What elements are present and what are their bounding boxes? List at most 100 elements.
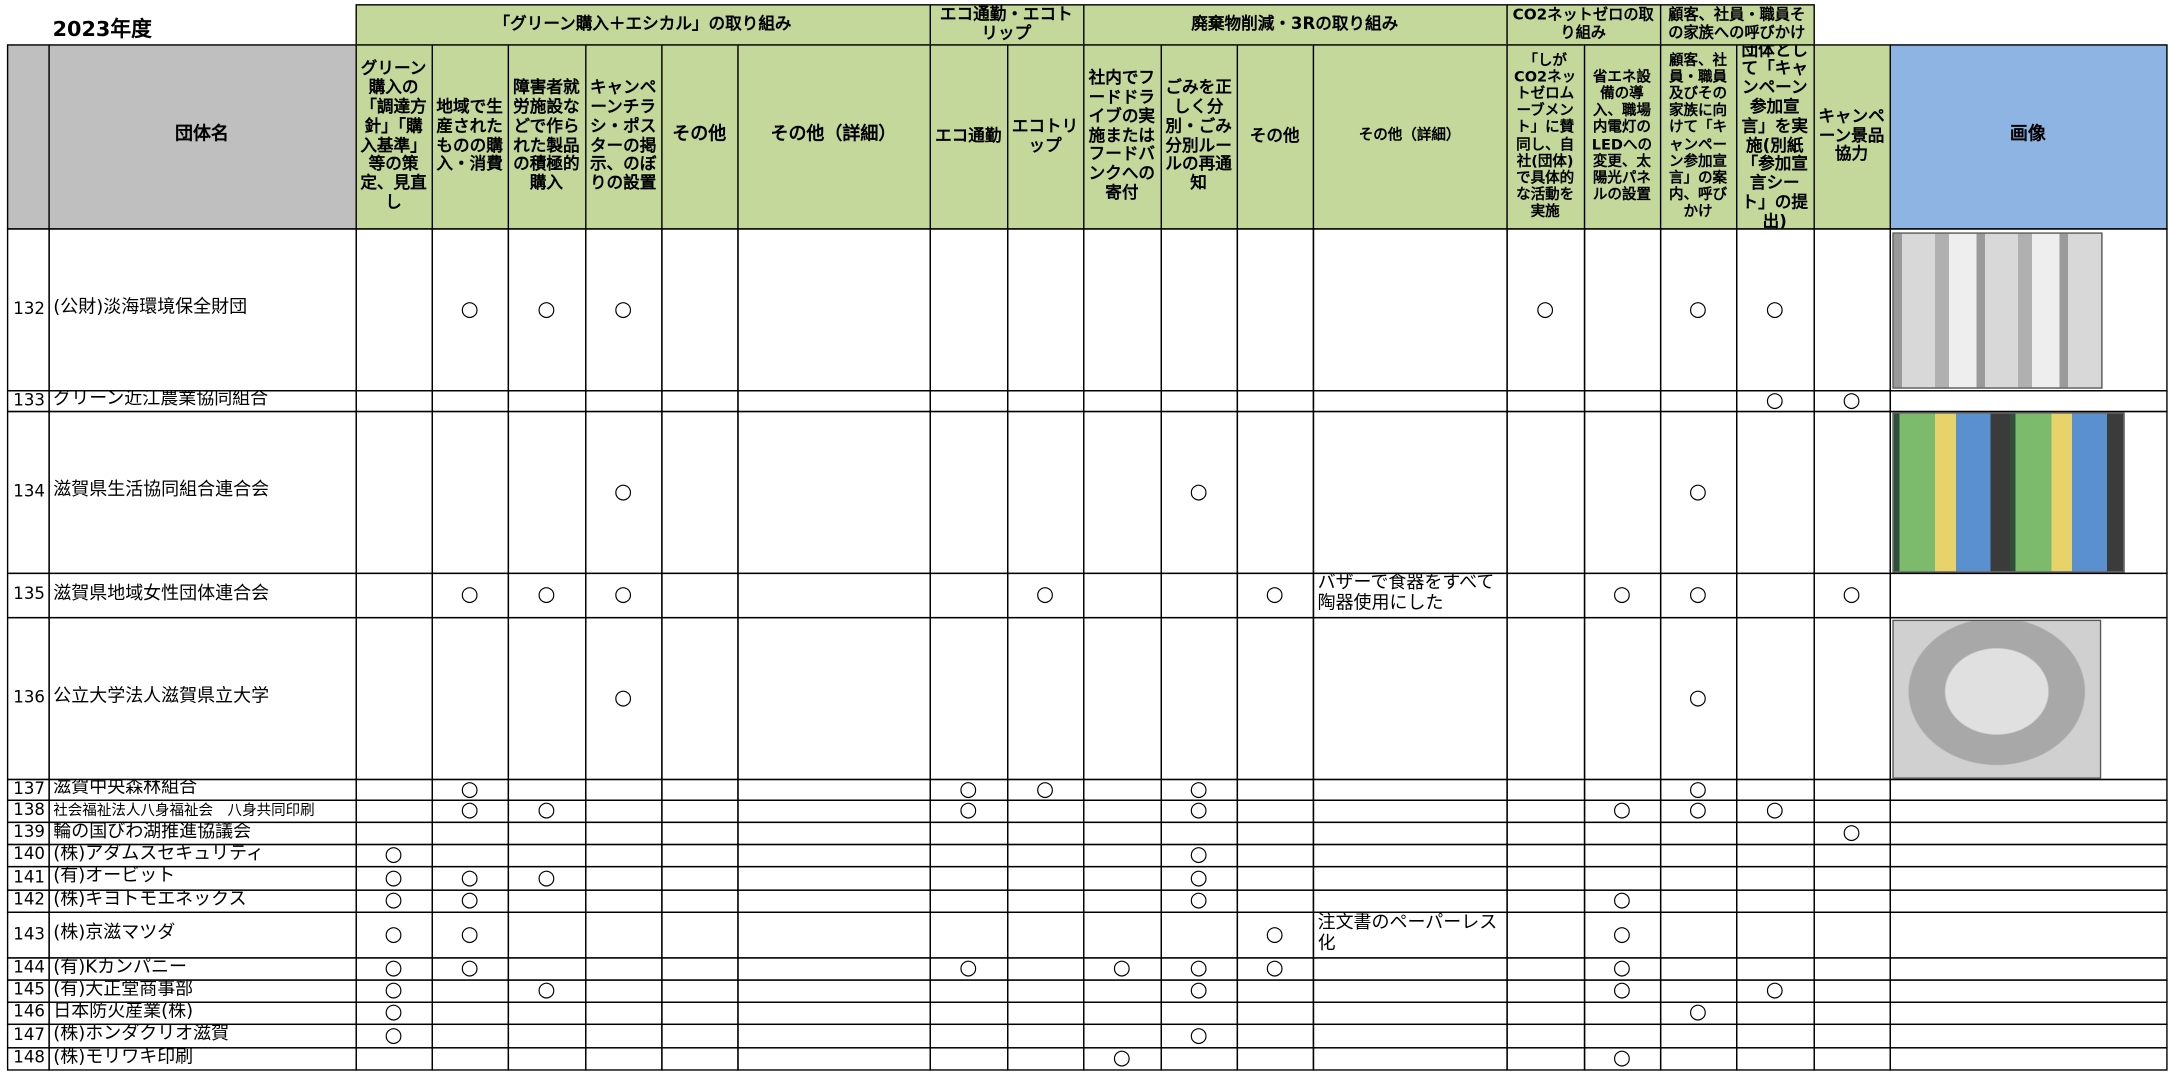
mark-cell xyxy=(1159,227,1238,391)
mark-cell xyxy=(1082,865,1162,891)
detail-cell xyxy=(736,227,931,391)
mark-cell xyxy=(1235,888,1314,913)
mark-cell xyxy=(1659,978,1737,1003)
mark-cell xyxy=(928,1022,1008,1048)
mark-cell xyxy=(1505,820,1585,845)
organization-name: 滋賀中央森林組合 xyxy=(47,778,357,801)
mark-cell xyxy=(1159,571,1238,618)
column-header: 地域で生産されたものの購入・消費 xyxy=(430,43,509,229)
mark-cell: ○ xyxy=(1659,227,1737,391)
mark-cell: ○ xyxy=(1583,978,1661,1003)
mark-cell xyxy=(506,843,586,867)
mark-cell xyxy=(1505,978,1585,1003)
mark-cell: ○ xyxy=(506,798,586,823)
image-cell xyxy=(1888,1046,2167,1070)
detail-cell xyxy=(1312,888,1508,913)
organization-name: 輪の国びわ湖推進協議会 xyxy=(47,820,357,845)
row-number: 135 xyxy=(6,571,50,618)
mark-cell xyxy=(1505,778,1585,801)
mark-cell xyxy=(928,227,1008,391)
mark-cell: ○ xyxy=(1159,843,1238,867)
mark-cell xyxy=(584,389,662,412)
detail-cell xyxy=(1312,410,1508,574)
mark-cell xyxy=(1505,888,1585,913)
year-label: 2023年度 xyxy=(52,16,152,42)
mark-cell xyxy=(1235,1000,1314,1025)
mark-cell xyxy=(1583,616,1661,780)
organization-name: (有)オービット xyxy=(47,865,357,891)
image-cell xyxy=(1888,910,2167,958)
detail-cell xyxy=(736,956,931,981)
mark-cell xyxy=(584,1000,662,1025)
row-number: 142 xyxy=(6,888,50,913)
mark-cell xyxy=(1159,820,1238,845)
mark-cell xyxy=(928,820,1008,845)
detail-cell xyxy=(736,1022,931,1048)
detail-cell xyxy=(736,865,931,891)
image-cell xyxy=(1888,978,2167,1003)
mark-cell xyxy=(1735,410,1815,574)
detail-cell xyxy=(1312,1046,1508,1070)
mark-cell xyxy=(1006,888,1084,913)
mark-cell xyxy=(1583,1000,1661,1025)
mark-cell xyxy=(1235,798,1314,823)
mark-cell xyxy=(1583,389,1661,412)
row-number: 143 xyxy=(6,910,50,958)
mark-cell xyxy=(1583,843,1661,867)
mark-cell xyxy=(1235,1022,1314,1048)
mark-cell: ○ xyxy=(1159,978,1238,1003)
mark-cell xyxy=(354,778,433,801)
mark-cell xyxy=(660,410,738,574)
mark-cell xyxy=(1082,571,1162,618)
mark-cell: ○ xyxy=(430,910,509,958)
mark-cell: ○ xyxy=(506,571,586,618)
mark-cell xyxy=(1505,1046,1585,1070)
mark-cell xyxy=(660,778,738,801)
mark-cell xyxy=(1235,778,1314,801)
mark-cell: ○ xyxy=(928,778,1008,801)
mark-cell: ○ xyxy=(584,571,662,618)
mark-cell xyxy=(1505,571,1585,618)
mark-cell xyxy=(1735,820,1815,845)
mark-cell xyxy=(1583,778,1661,801)
column-header: 社内でフードドライブの実施またはフードバンクへの寄付 xyxy=(1082,43,1162,229)
group-header: 顧客、社員・職員その家族への呼びかけ xyxy=(1659,3,1815,45)
mark-cell: ○ xyxy=(928,798,1008,823)
mark-cell xyxy=(354,389,433,412)
mark-cell xyxy=(1505,865,1585,891)
mark-cell xyxy=(1812,956,1891,981)
mark-cell xyxy=(1659,910,1737,958)
mark-cell xyxy=(584,1046,662,1070)
mark-cell xyxy=(1235,410,1314,574)
mark-cell xyxy=(660,798,738,823)
mark-cell: ○ xyxy=(354,843,433,867)
mark-cell xyxy=(928,1046,1008,1070)
detail-cell xyxy=(736,1046,931,1070)
mark-cell xyxy=(660,389,738,412)
mark-cell xyxy=(354,616,433,780)
mark-cell xyxy=(1082,227,1162,391)
mark-cell xyxy=(1006,1022,1084,1048)
row-number: 134 xyxy=(6,410,50,574)
mark-cell xyxy=(660,820,738,845)
mark-cell xyxy=(1735,843,1815,867)
mark-cell xyxy=(1812,410,1891,574)
mark-cell xyxy=(1505,1022,1585,1048)
row-number: 133 xyxy=(6,389,50,412)
mark-cell: ○ xyxy=(584,227,662,391)
mark-cell xyxy=(1159,910,1238,958)
mark-cell xyxy=(1583,820,1661,845)
organization-name: (株)アダムスセキュリティ xyxy=(47,843,357,867)
mark-cell: ○ xyxy=(430,888,509,913)
detail-cell xyxy=(1312,227,1508,391)
mark-cell xyxy=(660,888,738,913)
organization-name: (株)キヨトモエネックス xyxy=(47,888,357,913)
mark-cell xyxy=(1505,410,1585,574)
mark-cell: ○ xyxy=(1583,798,1661,823)
mark-cell xyxy=(1735,1046,1815,1070)
mark-cell: ○ xyxy=(354,865,433,891)
mark-cell xyxy=(1505,389,1585,412)
image-cell xyxy=(1888,865,2167,891)
mark-cell: ○ xyxy=(354,1000,433,1025)
mark-cell xyxy=(430,1000,509,1025)
